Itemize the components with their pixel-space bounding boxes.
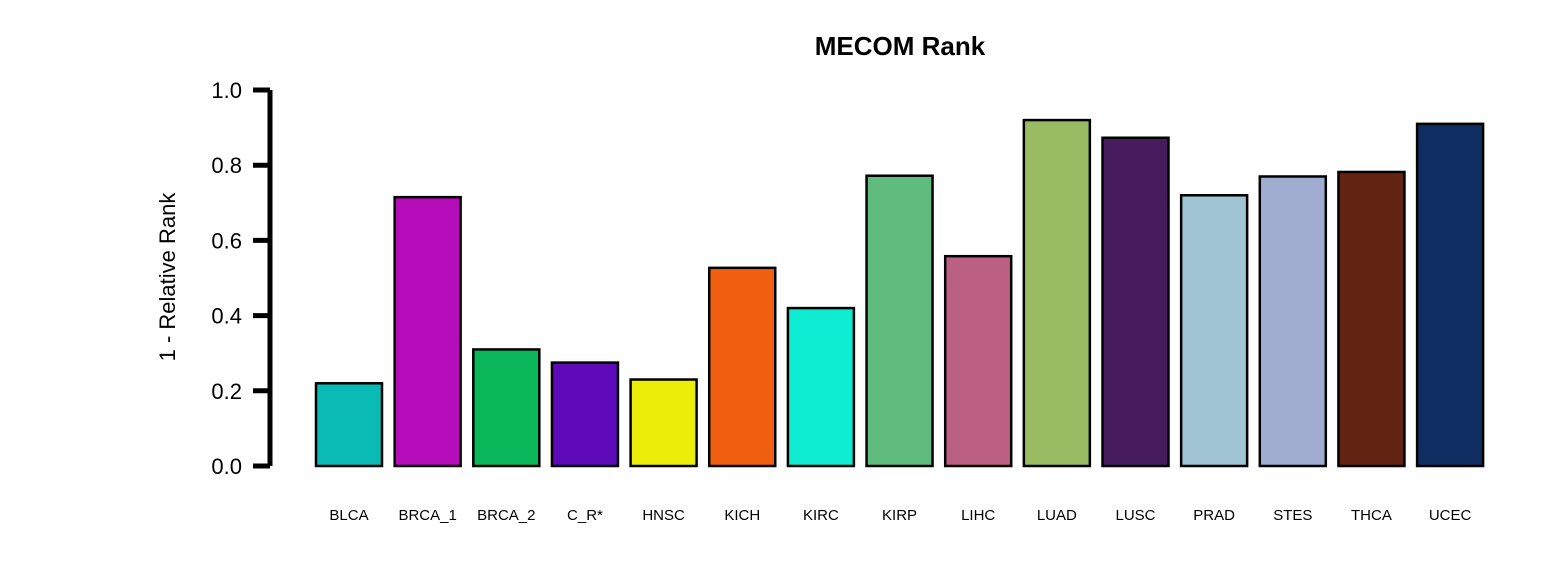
bar-c-r bbox=[550, 361, 620, 468]
x-tick-label: KIRP bbox=[882, 507, 917, 524]
bar-lusc bbox=[1101, 136, 1170, 468]
x-tick-label: LUAD bbox=[1037, 507, 1077, 524]
x-tick-labels: BLCA BRCA_1 BRCA_2 C_R* HNSC KICH KIRC KIRP LIHC… bbox=[329, 507, 1471, 524]
bar-ucec bbox=[1415, 122, 1485, 468]
x-tick-label: C_R* bbox=[567, 507, 603, 524]
y-tick-label: 0.6 bbox=[211, 228, 242, 253]
x-tick-label: BRCA_1 bbox=[398, 507, 456, 524]
x-tick-label: KICH bbox=[724, 507, 760, 524]
x-tick-label: BLCA bbox=[329, 507, 368, 524]
bar-blca bbox=[314, 382, 384, 468]
x-tick-label: LIHC bbox=[961, 507, 995, 524]
x-tick-label: STES bbox=[1273, 507, 1312, 524]
chart-title: MECOM Rank bbox=[815, 31, 986, 61]
y-axis-label: 1 - Relative Rank bbox=[155, 192, 180, 362]
x-tick-label: LUSC bbox=[1115, 507, 1155, 524]
bar-brca-2 bbox=[472, 348, 541, 468]
x-tick-label: HNSC bbox=[642, 507, 685, 524]
bar-kirc bbox=[786, 306, 856, 468]
y-axis: 0.0 0.2 0.4 0.6 0.8 1.0 bbox=[211, 78, 273, 479]
y-tick-label: 0.2 bbox=[211, 379, 242, 404]
x-tick-label: UCEC bbox=[1429, 507, 1472, 524]
y-tick-label: 0.4 bbox=[211, 304, 242, 329]
bars bbox=[314, 118, 1485, 468]
bar-brca-1 bbox=[393, 195, 462, 468]
x-tick-label: PRAD bbox=[1193, 507, 1235, 524]
y-tick-label: 0.0 bbox=[211, 454, 242, 479]
x-tick-label: KIRC bbox=[803, 507, 839, 524]
bar-luad bbox=[1022, 118, 1092, 468]
bar-thca bbox=[1337, 170, 1406, 468]
bar-kich bbox=[708, 266, 777, 468]
y-tick-label: 1.0 bbox=[211, 78, 242, 103]
x-tick-label: THCA bbox=[1351, 507, 1392, 524]
bar-lihc bbox=[943, 254, 1013, 468]
bar-prad bbox=[1179, 194, 1249, 468]
bar-kirp bbox=[865, 174, 934, 468]
y-tick-label: 0.8 bbox=[211, 153, 242, 178]
x-tick-label: BRCA_2 bbox=[477, 507, 535, 524]
bar-hnsc bbox=[629, 378, 698, 468]
bar-stes bbox=[1258, 175, 1328, 468]
